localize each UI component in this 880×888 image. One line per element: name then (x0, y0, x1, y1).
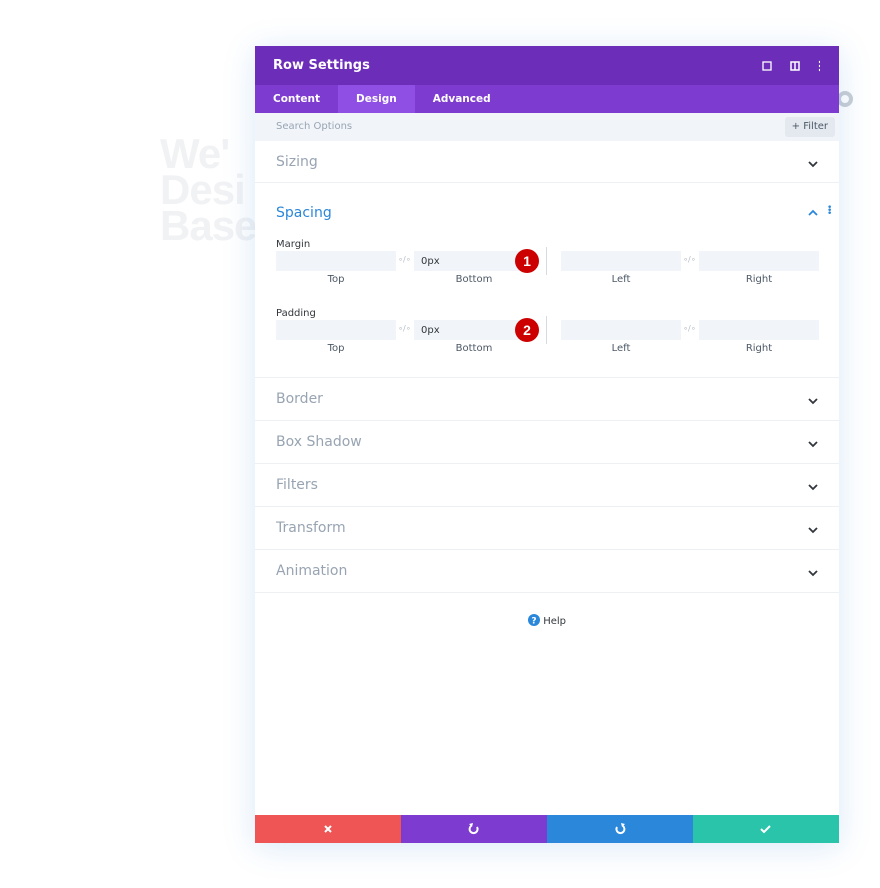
background-line: Desi (160, 166, 246, 213)
settings-section[interactable]: Transform (255, 507, 839, 550)
svg-text:?: ? (531, 617, 536, 627)
tab[interactable]: Advanced (432, 93, 491, 105)
section-menu[interactable]: • • • (827, 203, 833, 219)
spacing-input[interactable]: 0px (414, 251, 534, 271)
help-label: Help (543, 616, 566, 627)
settings-section[interactable]: Filters (255, 464, 839, 507)
tab[interactable]: Design (338, 85, 415, 113)
cancel-button[interactable] (255, 815, 401, 843)
settings-section[interactable]: Sizing (255, 141, 839, 183)
field-label: Bottom (455, 274, 493, 285)
group-label: Margin (276, 239, 311, 250)
field-label: Left (611, 274, 631, 285)
tab-bar: Content Design Advanced (255, 85, 839, 113)
spacing-input[interactable] (561, 251, 681, 271)
spacing-input[interactable]: 0px (414, 320, 534, 340)
background-text: We' Desi Base (160, 130, 257, 249)
link-toggle[interactable]: ∘/∘ (683, 324, 696, 333)
background-line: We' (160, 130, 230, 177)
section-title: Box Shadow (276, 434, 362, 450)
chevron[interactable] (808, 160, 818, 168)
spacing-input[interactable] (276, 251, 396, 271)
settings-modal: Row Settings Content Design Advanced Searc… (255, 46, 839, 843)
search-placeholder: Search Options (276, 121, 353, 132)
settings-section[interactable]: Box Shadow (255, 421, 839, 464)
section-title: Animation (276, 563, 348, 579)
header-icons[interactable] (760, 60, 820, 72)
chevron[interactable] (808, 483, 818, 491)
field-label: Top (327, 274, 345, 285)
help-link[interactable]: ? Help (255, 614, 839, 627)
chevron[interactable] (808, 526, 818, 534)
field-label: Top (327, 343, 345, 354)
section-title: Spacing (276, 205, 332, 221)
settings-section[interactable]: Animation (255, 550, 839, 593)
group-label: Padding (276, 308, 316, 319)
settings-section[interactable]: Spacing • • • Margin Top 0px Bottom Left Right ∘/∘… (255, 183, 839, 378)
divider (546, 316, 547, 344)
link-toggle[interactable]: ∘/∘ (398, 255, 411, 264)
side-icon[interactable] (836, 90, 854, 108)
help-icon: ? (528, 614, 540, 627)
modal-header: Row Settings (255, 46, 839, 85)
undo-button[interactable] (401, 815, 547, 843)
tab[interactable]: Content (273, 93, 321, 105)
section-title: Sizing (276, 154, 318, 170)
section-title: Border (276, 391, 323, 407)
link-toggle[interactable]: ∘/∘ (683, 255, 696, 264)
field-label: Bottom (455, 343, 493, 354)
settings-section[interactable]: Border (255, 378, 839, 421)
field-label: Left (611, 343, 631, 354)
section-title: Transform (276, 520, 346, 536)
redo-button[interactable] (547, 815, 693, 843)
filter-label: Filter (803, 121, 828, 132)
spacing-input[interactable] (699, 320, 819, 340)
save-button[interactable] (693, 815, 839, 843)
field-label: Right (745, 274, 773, 285)
spacing-input[interactable] (699, 251, 819, 271)
field-label: Right (745, 343, 773, 354)
chevron[interactable] (808, 440, 818, 448)
divider (546, 247, 547, 275)
chevron[interactable] (808, 397, 818, 405)
link-toggle[interactable]: ∘/∘ (398, 324, 411, 333)
spacing-input[interactable] (276, 320, 396, 340)
chevron[interactable] (808, 569, 818, 577)
annotation-badge: 2 (515, 318, 539, 342)
background-line: Base (160, 202, 257, 249)
filter-button[interactable]: + Filter (784, 117, 835, 137)
spacing-input[interactable] (561, 320, 681, 340)
annotation-badge: 1 (515, 249, 539, 273)
modal-title: Row Settings (273, 58, 370, 73)
chevron[interactable] (808, 209, 818, 217)
search-bar[interactable]: Search Options + Filter (255, 113, 839, 141)
section-title: Filters (276, 477, 318, 493)
